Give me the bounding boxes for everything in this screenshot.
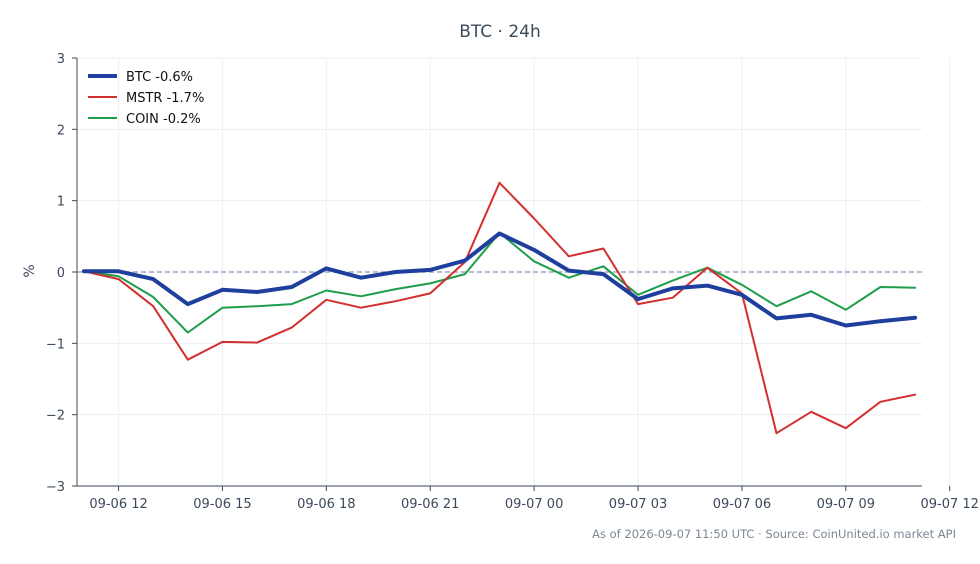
chart-title: BTC · 24h [459,22,541,42]
x-tick-label: 09-06 21 [401,497,459,512]
y-axis-ticks: 3 2 1 0 −1 −2 −3 [46,52,77,495]
y-tick-label: 3 [57,52,65,67]
x-tick-label: 09-07 06 [713,497,771,512]
y-tick-label: 1 [57,195,65,210]
y-tick-label: 0 [57,266,65,281]
y-axis-label: % [22,264,38,277]
series-line-btc [81,231,918,328]
x-tick-label: 09-07 12 [920,497,978,512]
y-tick-label: 2 [57,123,65,138]
x-axis-ticks: 09-06 12 09-06 15 09-06 18 09-06 21 09-07 00… [89,486,979,512]
legend: BTC -0.6% MSTR -1.7% COIN -0.2% [88,70,204,127]
y-tick-label: −3 [46,480,65,495]
x-tick-label: 09-07 09 [817,497,875,512]
footer-source-note: As of 2026-09-07 11:50 UTC · Source: Coi… [592,527,956,541]
series-lines [81,181,918,435]
y-tick-label: −2 [46,409,65,424]
legend-entry-label: BTC -0.6% [126,70,193,85]
x-tick-label: 09-06 15 [193,497,251,512]
legend-entry-label: COIN -0.2% [126,112,201,127]
x-tick-label: 09-07 00 [505,497,563,512]
y-tick-label: −1 [46,337,65,352]
x-tick-label: 09-06 18 [297,497,355,512]
legend-entry-label: MSTR -1.7% [126,91,204,106]
series-line-mstr [82,181,917,435]
x-tick-label: 09-06 12 [89,497,147,512]
x-tick-label: 09-07 03 [609,497,667,512]
